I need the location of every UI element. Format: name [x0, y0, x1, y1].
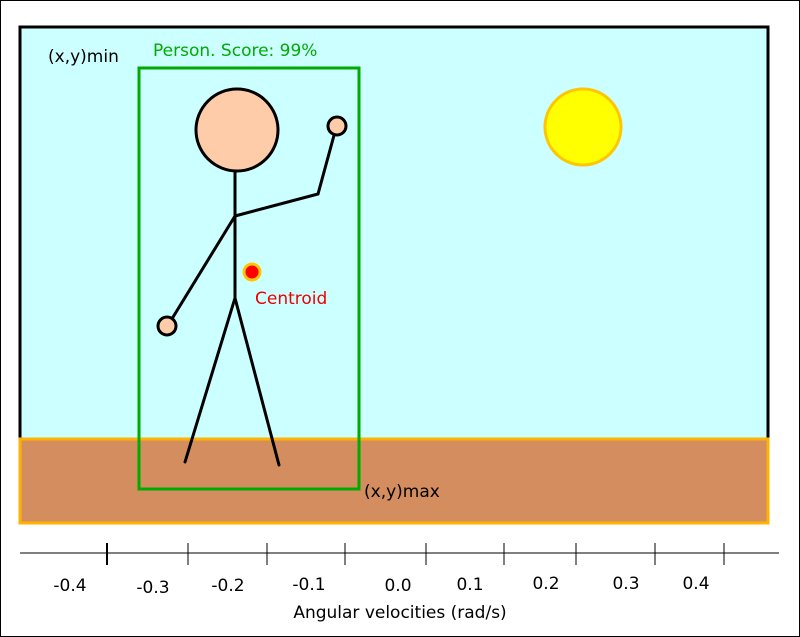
axis-tick-label: 0.1 [456, 575, 483, 595]
min-corner-label: (x,y)min [48, 47, 119, 67]
axis-tick-label: -0.1 [292, 575, 325, 595]
axis-tick-label: 0.3 [612, 574, 639, 594]
stick-figure-icon [168, 126, 338, 467]
axis-tick-label: 0.4 [682, 574, 709, 594]
axis-tick-label: -0.2 [211, 576, 244, 596]
figure-left-arm [168, 214, 237, 324]
detection-label: Person. Score: 99% [153, 41, 317, 61]
figure-right-hand [326, 115, 348, 137]
ground [18, 437, 770, 525]
figure-head [194, 87, 280, 173]
max-corner-label: (x,y)max [364, 482, 440, 502]
figure-left-leg [183, 296, 237, 464]
sun-icon [543, 87, 623, 167]
axis-tick-label: 0.0 [384, 576, 411, 596]
axis-ticks [106, 543, 725, 565]
figure-right-arm [233, 126, 338, 218]
axis-tick-label: -0.4 [53, 576, 86, 596]
centroid-label: Centroid [255, 289, 327, 309]
axis-label: Angular velocities (rad/s) [293, 603, 506, 623]
axis-tick-labels: -0.4 -0.3 -0.2 -0.1 0.0 0.1 0.2 0.3 0.4 [53, 574, 709, 598]
axis-tick-label: 0.2 [532, 574, 559, 594]
figure-left-hand [156, 315, 178, 337]
figure-right-leg [233, 296, 281, 467]
detection-box [137, 66, 361, 491]
centroid-dot-icon [242, 262, 262, 282]
axis-tick-label: -0.3 [136, 578, 169, 598]
